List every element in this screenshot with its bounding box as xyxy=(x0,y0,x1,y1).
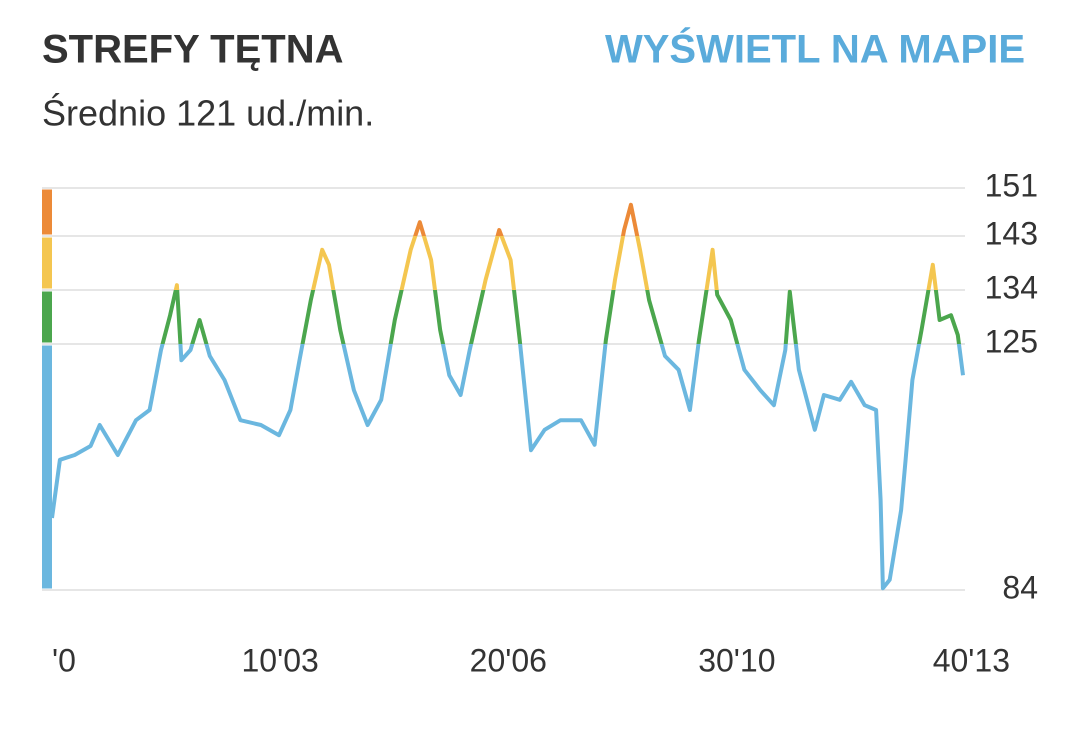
y-tick-label: 143 xyxy=(985,215,1038,251)
y-tick-label: 151 xyxy=(985,167,1038,203)
zone-bar xyxy=(42,345,52,589)
heart-rate-line xyxy=(50,202,965,591)
x-tick-label: 40'13 xyxy=(933,642,1010,678)
zone-bar xyxy=(42,291,52,343)
x-tick-label: '0 xyxy=(52,642,76,678)
y-tick-label: 84 xyxy=(1002,569,1038,605)
subtitle: Średnio 121 ud./min. xyxy=(42,92,374,134)
x-tick-label: 30'10 xyxy=(698,642,775,678)
y-tick-label: 134 xyxy=(985,269,1038,305)
zone-bar xyxy=(42,189,52,235)
x-tick-label: 10'03 xyxy=(242,642,319,678)
map-link[interactable]: WYŚWIETL NA MAPIE xyxy=(605,26,1025,72)
zone-bar xyxy=(42,237,52,289)
y-tick-label: 125 xyxy=(985,323,1038,359)
title: STREFY TĘTNA xyxy=(42,28,344,72)
x-tick-label: 20'06 xyxy=(470,642,547,678)
